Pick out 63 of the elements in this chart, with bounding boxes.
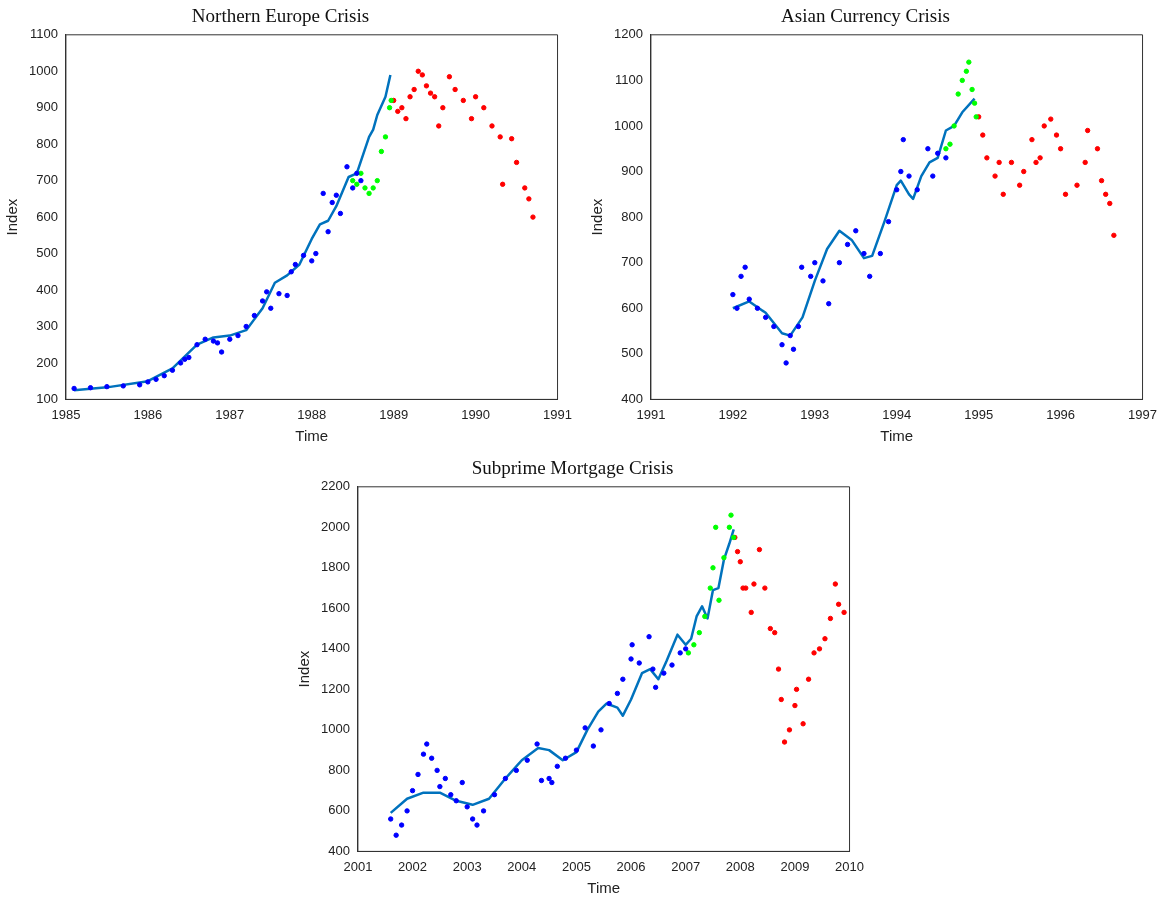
- x-tick-label: 1997: [1128, 406, 1157, 422]
- x-tick-label: 2003: [452, 858, 482, 874]
- y-tick-label: 2000: [321, 518, 350, 534]
- y-tick-label: 1400: [321, 640, 350, 656]
- x-tick-label: 1991: [636, 406, 666, 422]
- y-tick-label: 1000: [614, 117, 643, 133]
- x-tick-label: 2010: [835, 858, 864, 874]
- y-axis-title: Index: [588, 198, 606, 236]
- x-tick-label: 2006: [616, 858, 646, 874]
- y-tick-label: 400: [621, 390, 643, 406]
- y-tick-label: 300: [36, 318, 58, 334]
- x-tick-label: 1996: [1046, 406, 1076, 422]
- x-tick-label: 1992: [718, 406, 748, 422]
- chart-title: Northern Europe Crisis: [191, 5, 370, 27]
- y-tick-label: 1100: [29, 26, 58, 42]
- y-axis-title: Index: [295, 650, 313, 688]
- y-tick-label: 100: [36, 390, 58, 406]
- x-tick-label: 2004: [507, 858, 537, 874]
- y-tick-label: 800: [621, 208, 643, 224]
- x-tick-label: 2005: [561, 858, 591, 874]
- y-tick-label: 1600: [321, 599, 350, 615]
- x-tick-label: 1993: [800, 406, 830, 422]
- y-tick-label: 800: [328, 761, 350, 777]
- x-tick-label: 1988: [297, 406, 327, 422]
- y-tick-label: 1800: [321, 559, 350, 575]
- y-tick-label: 400: [36, 281, 58, 297]
- x-tick-label: 2008: [725, 858, 755, 874]
- x-tick-label: 2009: [780, 858, 810, 874]
- x-tick-label: 1989: [379, 406, 409, 422]
- y-tick-label: 900: [36, 99, 58, 115]
- y-tick-label: 700: [36, 172, 58, 188]
- x-tick-label: 2001: [343, 858, 373, 874]
- y-tick-label: 700: [621, 254, 643, 270]
- y-axis-title: Index: [3, 198, 21, 236]
- x-tick-label: 1994: [882, 406, 912, 422]
- chart-title: Subprime Mortgage Crisis: [471, 457, 674, 479]
- y-tick-label: 1100: [614, 71, 643, 87]
- x-axis-title: Time: [295, 427, 329, 445]
- chart-title: Asian Currency Crisis: [781, 5, 950, 27]
- y-tick-label: 800: [36, 135, 58, 151]
- y-tick-label: 1200: [614, 26, 643, 42]
- x-tick-label: 1990: [461, 406, 491, 422]
- y-tick-label: 600: [621, 299, 643, 315]
- x-axis-title: Time: [587, 879, 621, 897]
- x-tick-label: 2002: [398, 858, 428, 874]
- y-tick-label: 600: [328, 802, 350, 818]
- x-tick-label: 1995: [964, 406, 994, 422]
- x-axis-title: Time: [880, 427, 914, 445]
- y-tick-label: 500: [621, 345, 643, 361]
- y-tick-label: 900: [621, 163, 643, 179]
- y-tick-label: 1200: [321, 680, 350, 696]
- x-tick-label: 1991: [543, 406, 572, 422]
- x-tick-label: 2007: [671, 858, 701, 874]
- y-tick-label: 200: [36, 354, 58, 370]
- y-tick-label: 1000: [321, 721, 350, 737]
- x-tick-label: 1986: [133, 406, 163, 422]
- y-tick-label: 2200: [321, 478, 350, 494]
- y-tick-label: 500: [36, 245, 58, 261]
- y-tick-label: 400: [328, 842, 350, 858]
- x-tick-label: 1987: [215, 406, 245, 422]
- y-tick-label: 1000: [29, 62, 58, 78]
- x-tick-label: 1985: [51, 406, 81, 422]
- y-tick-label: 600: [36, 208, 58, 224]
